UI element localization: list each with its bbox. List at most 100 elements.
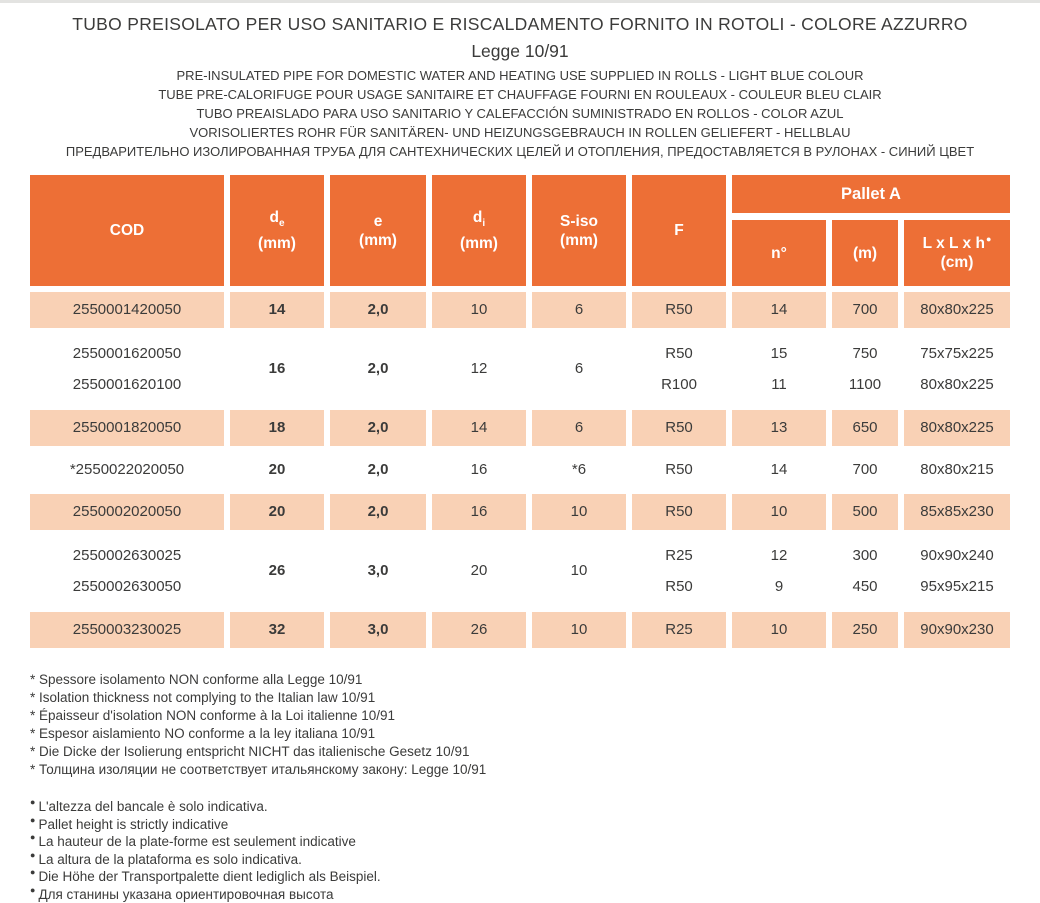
- cell-n: 10: [732, 612, 826, 648]
- cell-siso: 6: [532, 410, 626, 446]
- table-row: *2550022020050 20 2,0 16 *6 R50 14 700 8…: [30, 452, 1010, 488]
- pipe-spec-table: COD de (mm) e (mm) di (mm) S-iso (mm) F …: [30, 175, 1010, 648]
- cell-di: 14: [432, 410, 526, 446]
- subtitle-german: VORISOLIERTES ROHR FÜR SANITÄREN- UND HE…: [0, 123, 1040, 142]
- cell-m: 700: [832, 292, 898, 328]
- cell-de: 32: [230, 612, 324, 648]
- subtitle-russian: ПРЕДВАРИТЕЛЬНО ИЗОЛИРОВАННАЯ ТРУБА ДЛЯ С…: [0, 142, 1040, 161]
- dot-footnotes: ●L'altezza del bancale è solo indicativa…: [30, 798, 1040, 903]
- cell-n: 13: [732, 410, 826, 446]
- dot-note-german: ●Die Höhe der Transportpalette dient led…: [30, 868, 1040, 886]
- cell-n: 12 9: [732, 536, 826, 606]
- cell-f: R50: [632, 410, 726, 446]
- table-row: 2550001820050 18 2,0 14 6 R50 13 650 80x…: [30, 410, 1010, 446]
- cell-siso: *6: [532, 452, 626, 488]
- dot-note-english: ●Pallet height is strictly indicative: [30, 816, 1040, 834]
- subtitle-list: PRE-INSULATED PIPE FOR DOMESTIC WATER AN…: [0, 66, 1040, 161]
- cell-di: 16: [432, 494, 526, 530]
- cell-e: 3,0: [330, 536, 426, 606]
- table-body: 2550001420050 14 2,0 10 6 R50 14 700 80x…: [30, 292, 1010, 648]
- cell-e: 2,0: [330, 334, 426, 404]
- table-header: COD de (mm) e (mm) di (mm) S-iso (mm) F …: [30, 175, 1010, 286]
- cell-n: 15 11: [732, 334, 826, 404]
- cell-de: 16: [230, 334, 324, 404]
- cell-cod: 2550002020050: [30, 494, 224, 530]
- subtitle-french: TUBE PRE-CALORIFUGE POUR USAGE SANITAIRE…: [0, 85, 1040, 104]
- cell-siso: 10: [532, 612, 626, 648]
- cell-lxlxh: 90x90x240 95x95x215: [904, 536, 1010, 606]
- page-title: TUBO PREISOLATO PER USO SANITARIO E RISC…: [0, 12, 1040, 36]
- header-cell-m: (m): [832, 220, 898, 286]
- cell-n: 14: [732, 292, 826, 328]
- header-cell-n: n°: [732, 220, 826, 286]
- cell-f: R50: [632, 292, 726, 328]
- cell-m: 750 1100: [832, 334, 898, 404]
- star-note-english: * Isolation thickness not complying to t…: [30, 689, 1040, 707]
- cell-siso: 10: [532, 536, 626, 606]
- table-row: 2550001620050 2550001620100 16 2,0 12 6 …: [30, 334, 1010, 404]
- cell-lxlxh: 85x85x230: [904, 494, 1010, 530]
- cell-e: 2,0: [330, 452, 426, 488]
- cell-m: 500: [832, 494, 898, 530]
- header-cell-de: de (mm): [230, 175, 324, 286]
- cell-cod: 2550003230025: [30, 612, 224, 648]
- table-row: 2550002630025 2550002630050 26 3,0 20 10…: [30, 536, 1010, 606]
- cell-f: R50: [632, 494, 726, 530]
- cell-lxlxh: 80x80x215: [904, 452, 1010, 488]
- star-note-italian: * Spessore isolamento NON conforme alla …: [30, 671, 1040, 689]
- cell-lxlxh: 90x90x230: [904, 612, 1010, 648]
- header-cell-siso: S-iso (mm): [532, 175, 626, 286]
- cell-e: 3,0: [330, 612, 426, 648]
- subtitle-english: PRE-INSULATED PIPE FOR DOMESTIC WATER AN…: [0, 66, 1040, 85]
- cell-siso: 6: [532, 334, 626, 404]
- cell-e: 2,0: [330, 494, 426, 530]
- star-note-french: * Épaisseur d'isolation NON conforme à l…: [30, 707, 1040, 725]
- star-footnotes: * Spessore isolamento NON conforme alla …: [30, 671, 1040, 779]
- cell-f: R50 R100: [632, 334, 726, 404]
- cell-siso: 6: [532, 292, 626, 328]
- cell-e: 2,0: [330, 292, 426, 328]
- cell-m: 650: [832, 410, 898, 446]
- cell-cod: 2550001420050: [30, 292, 224, 328]
- cell-de: 20: [230, 452, 324, 488]
- cell-e: 2,0: [330, 410, 426, 446]
- cell-cod: *2550022020050: [30, 452, 224, 488]
- dot-note-spanish: ●La altura de la plataforma es solo indi…: [30, 851, 1040, 869]
- star-note-spanish: * Espesor aislamiento NO conforme a la l…: [30, 725, 1040, 743]
- cell-di: 12: [432, 334, 526, 404]
- cell-lxlxh: 75x75x225 80x80x225: [904, 334, 1010, 404]
- law-reference: Legge 10/91: [0, 39, 1040, 63]
- dot-note-french: ●La hauteur de la plate-forme est seulem…: [30, 833, 1040, 851]
- cell-di: 16: [432, 452, 526, 488]
- header-cell-e: e (mm): [330, 175, 426, 286]
- table-row: 2550002020050 20 2,0 16 10 R50 10 500 85…: [30, 494, 1010, 530]
- cell-siso: 10: [532, 494, 626, 530]
- table-row: 2550003230025 32 3,0 26 10 R25 10 250 90…: [30, 612, 1010, 648]
- cell-n: 10: [732, 494, 826, 530]
- cell-lxlxh: 80x80x225: [904, 410, 1010, 446]
- cell-f: R25 R50: [632, 536, 726, 606]
- cell-f: R50: [632, 452, 726, 488]
- cell-f: R25: [632, 612, 726, 648]
- cell-cod: 2550002630025 2550002630050: [30, 536, 224, 606]
- header-cell-pallet-a: Pallet A: [732, 175, 1010, 213]
- star-note-german: * Die Dicke der Isolierung entspricht NI…: [30, 743, 1040, 761]
- cell-cod: 2550001820050: [30, 410, 224, 446]
- header-cell-lxlxh: L x L x h● (cm): [904, 220, 1010, 286]
- footnote-dot-marker: ●: [986, 234, 991, 244]
- cell-di: 10: [432, 292, 526, 328]
- cell-de: 20: [230, 494, 324, 530]
- dot-note-russian: ●Для станины указана ориентировочная выс…: [30, 886, 1040, 903]
- star-note-russian: * Толщина изоляции не соответствует итал…: [30, 761, 1040, 779]
- cell-de: 26: [230, 536, 324, 606]
- dot-note-italian: ●L'altezza del bancale è solo indicativa…: [30, 798, 1040, 816]
- footnotes: * Spessore isolamento NON conforme alla …: [30, 671, 1040, 903]
- cell-cod: 2550001620050 2550001620100: [30, 334, 224, 404]
- cell-de: 14: [230, 292, 324, 328]
- cell-di: 26: [432, 612, 526, 648]
- cell-n: 14: [732, 452, 826, 488]
- header-cell-di: di (mm): [432, 175, 526, 286]
- header-cell-f: F: [632, 175, 726, 286]
- cell-m: 300 450: [832, 536, 898, 606]
- cell-di: 20: [432, 536, 526, 606]
